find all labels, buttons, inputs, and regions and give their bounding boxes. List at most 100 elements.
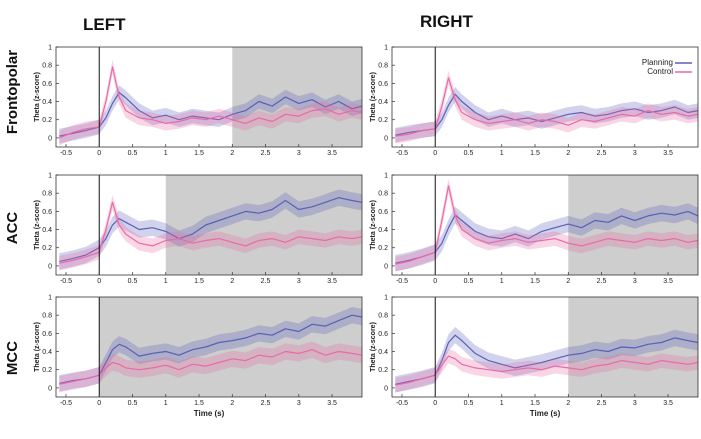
x-tick-label: 1: [164, 150, 168, 157]
x-tick-label: -0.5: [396, 400, 408, 407]
band-planning: [395, 327, 698, 393]
x-tick-label: 2: [566, 150, 570, 157]
series-group: [395, 70, 698, 144]
plot-frame: [391, 174, 699, 276]
x-tick-label: 3: [633, 150, 637, 157]
band-planning: [59, 85, 362, 144]
x-tick-label: 1: [500, 278, 504, 285]
y-tick-label: 1: [48, 45, 52, 52]
y-tick-label: 0.2: [42, 367, 52, 374]
y-tick-label: 0.2: [42, 245, 52, 252]
y-tick-label: 0.6: [42, 331, 52, 338]
x-tick-label: 0.5: [128, 150, 138, 157]
y-tick-label: 0.6: [378, 331, 388, 338]
x-tick-label: 3: [297, 278, 301, 285]
panel-mcc-right: -0.5 0 0.5 1 1.5 2 2.5 3 3.5 0 0.2 0.4 0.6 0.8 1 Theta …: [370, 295, 699, 418]
band-control: [395, 348, 698, 393]
y-tick-label: 0.2: [378, 117, 388, 124]
x-tick-label: 3.5: [327, 150, 337, 157]
y-tick-label: 0.8: [42, 191, 52, 198]
y-tick-label: 0.8: [42, 63, 52, 70]
x-tick-label: 1.5: [194, 150, 204, 157]
line-control: [59, 66, 362, 139]
y-tick-label: 0.8: [42, 313, 52, 320]
x-tick-label: 0.5: [128, 400, 138, 407]
y-tick-label: 1: [384, 295, 388, 302]
legend-label-control: Control: [647, 67, 673, 76]
line-planning: [395, 210, 698, 264]
line-planning: [59, 197, 362, 262]
line-planning: [59, 314, 362, 384]
x-tick-label: 1.5: [194, 278, 204, 285]
x-tick-label: 0: [433, 400, 437, 407]
y-axis-label: Theta (z-score): [34, 200, 41, 250]
x-tick-label: 1.5: [530, 150, 540, 157]
x-tick-label: -0.5: [60, 400, 72, 407]
x-tick-label: 2.5: [597, 400, 607, 407]
plot-frame: [391, 296, 699, 398]
x-tick-label: 3.5: [327, 278, 337, 285]
x-tick-label: 2.5: [261, 150, 271, 157]
y-tick-label: 0: [384, 135, 388, 142]
band-planning: [395, 203, 698, 272]
y-tick-label: 0.2: [378, 245, 388, 252]
y-tick-label: 0.6: [42, 209, 52, 216]
y-tick-label: 0.4: [378, 99, 388, 106]
band-control: [395, 178, 698, 272]
y-tick-label: 0.8: [378, 63, 388, 70]
plot-area: [392, 47, 698, 147]
x-tick-label: 3.5: [663, 400, 673, 407]
panel-acc-right: -0.5 0 0.5 1 1.5 2 2.5 3 3.5 0 0.2 0.4 0.6 0.8 1 Theta …: [370, 173, 699, 285]
x-tick-label: 3: [633, 400, 637, 407]
y-tick-label: 0.2: [378, 367, 388, 374]
x-tick-label: 0.5: [128, 278, 138, 285]
shaded-region: [165, 175, 362, 275]
x-tick-label: 0: [97, 400, 101, 407]
x-tick-label: -0.5: [396, 150, 408, 157]
shaded-region: [99, 297, 362, 397]
series-group: [59, 59, 362, 146]
y-tick-label: 0.6: [42, 81, 52, 88]
row-title-acc: ACC: [4, 212, 21, 245]
panel-mcc-left: -0.5 0 0.5 1 1.5 2 2.5 3 3.5 0 0.2 0.4 0.6 0.8 1 Theta …: [34, 295, 363, 418]
column-title-left: LEFT: [83, 15, 126, 34]
y-axis-label: Theta (z-score): [34, 72, 41, 122]
y-tick-label: 0.6: [378, 81, 388, 88]
x-tick-label: 1.5: [194, 400, 204, 407]
y-tick-label: 0.2: [42, 117, 52, 124]
x-tick-label: 2: [230, 400, 234, 407]
panel-frontopolar-right: -0.5 0 0.5 1 1.5 2 2.5 3 3.5 0 0.2 0.4 0.6 0.8 1 Theta …: [370, 45, 699, 157]
series-group: [395, 327, 698, 393]
x-tick-label: 2.5: [261, 278, 271, 285]
band-planning: [59, 307, 362, 392]
x-tick-label: 0: [97, 278, 101, 285]
x-tick-label: 0.5: [464, 150, 474, 157]
x-tick-label: 1: [164, 278, 168, 285]
x-tick-label: 1.5: [530, 278, 540, 285]
row-title-mcc: MCC: [4, 341, 21, 375]
row-title-frontopolar: Frontopolar: [4, 50, 21, 134]
panel-frontopolar-left: -0.5 0 0.5 1 1.5 2 2.5 3 3.5 0 0.2 0.4 0.6 0.8 1 Theta …: [34, 45, 363, 157]
band-planning: [59, 189, 362, 270]
x-tick-label: 1: [500, 150, 504, 157]
x-tick-label: 1.5: [530, 400, 540, 407]
x-tick-label: 2: [566, 400, 570, 407]
y-tick-label: 0: [48, 385, 52, 392]
y-axis-label: Theta (z-score): [370, 322, 377, 372]
y-tick-label: 1: [384, 45, 388, 52]
y-tick-label: 0.4: [42, 349, 52, 356]
y-axis-label: Theta (z-score): [34, 322, 41, 372]
line-control: [395, 355, 698, 386]
series-group: [59, 189, 362, 271]
line-control: [59, 201, 362, 264]
x-tick-label: 3.5: [327, 400, 337, 407]
x-tick-label: 3.5: [663, 278, 673, 285]
band-control: [59, 341, 362, 393]
y-tick-label: 1: [48, 173, 52, 180]
legend-label-planning: Planning: [642, 58, 673, 67]
y-tick-label: 0: [384, 385, 388, 392]
band-control: [395, 70, 698, 144]
x-tick-label: 1: [500, 400, 504, 407]
